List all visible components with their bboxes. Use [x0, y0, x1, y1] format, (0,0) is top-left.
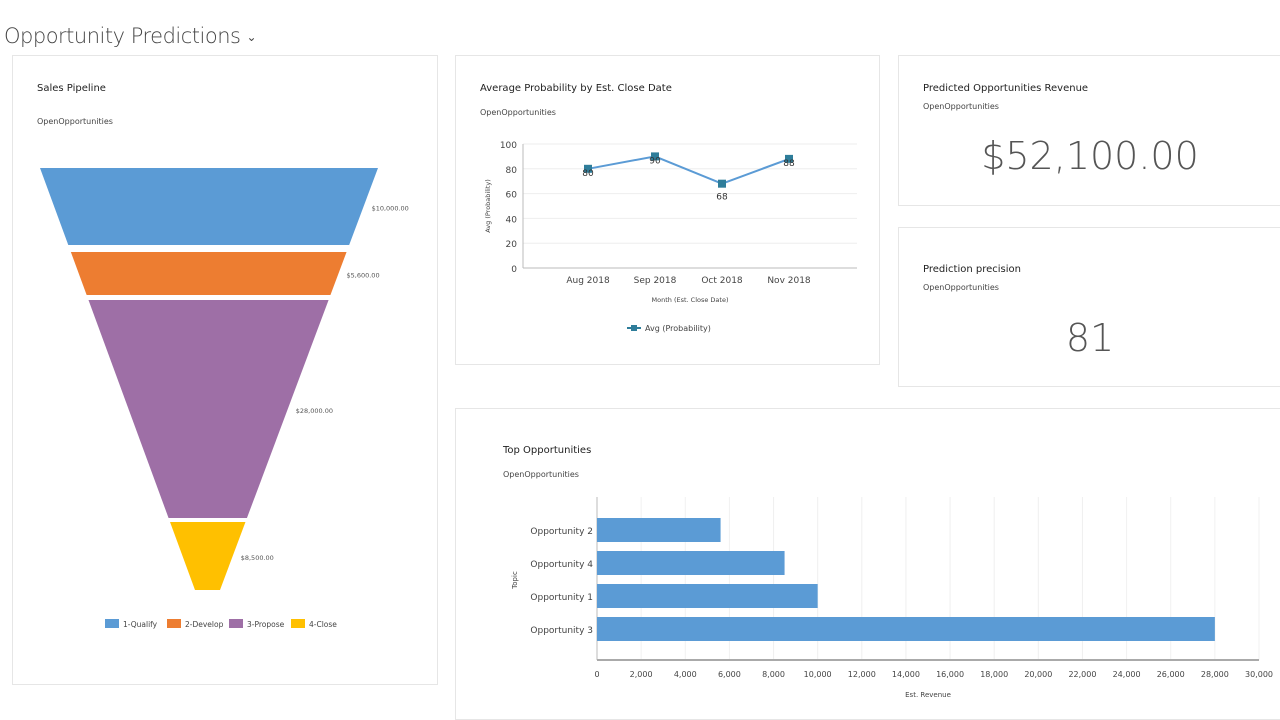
x-tick-label: 12,000 [848, 670, 876, 679]
card-title: Sales Pipeline [37, 83, 106, 94]
x-tick-label: Sep 2018 [634, 276, 677, 286]
prediction-precision-card: Prediction precision OpenOpportunities 8… [898, 227, 1280, 387]
data-label: 90 [649, 156, 661, 166]
funnel-value-label: $28,000.00 [296, 407, 333, 415]
y-tick-label: Opportunity 4 [530, 560, 593, 570]
data-point [718, 179, 726, 188]
predicted-revenue-card: Predicted Opportunities Revenue OpenOppo… [898, 55, 1280, 206]
x-tick-label: 20,000 [1024, 670, 1052, 679]
page-title[interactable]: Opportunity Predictions ⌄ [4, 24, 257, 48]
precision-value: 81 [1065, 316, 1115, 360]
x-tick-label: 28,000 [1201, 670, 1229, 679]
x-tick-label: 24,000 [1113, 670, 1141, 679]
legend-label: 3-Propose [247, 620, 285, 629]
card-subtitle: OpenOpportunities [503, 470, 579, 479]
x-tick-label: Oct 2018 [701, 276, 743, 286]
legend-label: 2-Develop [185, 620, 224, 629]
chevron-down-icon[interactable]: ⌄ [246, 30, 257, 44]
x-axis-title: Month (Est. Close Date) [652, 296, 729, 304]
legend-swatch [229, 619, 243, 628]
y-tick-label: 40 [506, 215, 518, 225]
y-tick-label: Opportunity 1 [530, 593, 593, 603]
data-label: 80 [582, 169, 594, 179]
bar-opportunity-3 [597, 617, 1215, 641]
card-title: Top Opportunities [503, 445, 592, 456]
card-title: Prediction precision [923, 264, 1021, 275]
bar-opportunity-1 [597, 584, 818, 608]
funnel-value-label: $5,600.00 [347, 272, 380, 280]
x-tick-label: 10,000 [804, 670, 832, 679]
card-subtitle: OpenOpportunities [480, 108, 556, 117]
y-tick-label: Opportunity 3 [530, 626, 593, 636]
bar-opportunity-4 [597, 551, 785, 575]
funnel-value-label: $8,500.00 [241, 554, 274, 562]
x-tick-label: 4,000 [674, 670, 697, 679]
funnel-segment-3-Propose [88, 300, 329, 518]
y-tick-label: 20 [506, 240, 518, 250]
card-subtitle: OpenOpportunities [37, 117, 113, 126]
data-point [584, 164, 592, 173]
legend-swatch [167, 619, 181, 628]
x-tick-label: 6,000 [718, 670, 741, 679]
bar-opportunity-2 [597, 518, 721, 542]
y-tick-label: 60 [506, 191, 518, 201]
x-tick-label: 18,000 [980, 670, 1008, 679]
funnel-value-label: $10,000.00 [372, 205, 409, 213]
x-tick-label: 2,000 [630, 670, 653, 679]
card-title: Predicted Opportunities Revenue [923, 83, 1089, 94]
legend-swatch [105, 619, 119, 628]
y-tick-label: 100 [500, 141, 517, 151]
data-label: 88 [783, 159, 795, 169]
y-tick-label: 80 [506, 166, 518, 176]
funnel-segment-4-Close [170, 522, 246, 590]
x-tick-label: 14,000 [892, 670, 920, 679]
revenue-value: $52,100.00 [981, 134, 1199, 178]
legend-label: 4-Close [309, 620, 337, 629]
top-opportunities-card: Top Opportunities OpenOpportunities [455, 408, 1280, 720]
legend-swatch [291, 619, 305, 628]
legend-label: Avg (Probability) [645, 324, 711, 333]
avg-probability-card: Average Probability by Est. Close Date O… [455, 55, 880, 365]
y-tick-label: Opportunity 2 [530, 527, 593, 537]
card-subtitle: OpenOpportunities [923, 102, 999, 111]
x-tick-label: 30,000 [1245, 670, 1273, 679]
legend-marker [631, 325, 637, 331]
data-label: 68 [716, 193, 728, 203]
x-tick-label: 0 [594, 670, 599, 679]
x-tick-label: Nov 2018 [767, 276, 811, 286]
funnel-segment-1-Qualify [40, 168, 378, 245]
data-point [785, 154, 793, 163]
series-line [587, 155, 790, 185]
page-title-text: Opportunity Predictions [4, 24, 241, 48]
x-tick-label: 8,000 [762, 670, 785, 679]
funnel-segment-2-Develop [70, 252, 347, 295]
x-tick-label: 16,000 [936, 670, 964, 679]
card-title: Average Probability by Est. Close Date [480, 83, 672, 94]
y-axis-title: Avg (Probability) [484, 179, 492, 233]
x-tick-label: Aug 2018 [566, 276, 610, 286]
card-subtitle: OpenOpportunities [923, 283, 999, 292]
x-axis-title: Est. Revenue [905, 691, 951, 699]
x-tick-label: 22,000 [1068, 670, 1096, 679]
data-point [651, 152, 659, 161]
x-tick-label: 26,000 [1157, 670, 1185, 679]
y-axis-title: Topic [511, 571, 519, 590]
y-tick-label: 0 [511, 265, 517, 275]
legend-label: 1-Qualify [123, 620, 158, 629]
